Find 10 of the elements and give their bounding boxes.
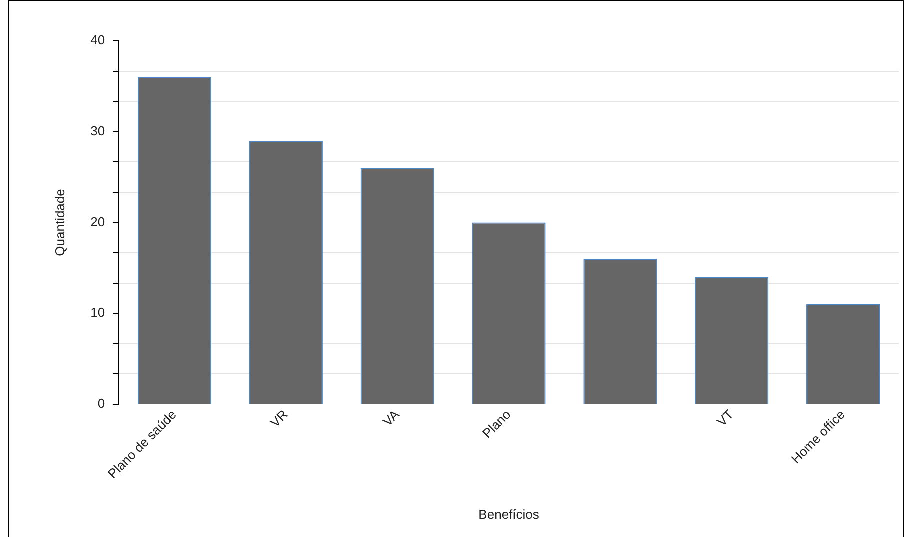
y-tick-label: 40: [90, 32, 106, 48]
y-tick-label: 10: [90, 305, 106, 320]
x-tick-label: VT: [714, 407, 737, 430]
y-axis-title: Quantidade: [52, 189, 68, 256]
x-tick-label: VR: [267, 407, 291, 430]
x-tick-label: VA: [380, 406, 402, 430]
y-tick-label: 0: [98, 396, 106, 412]
x-axis-title: Benefícios: [478, 506, 540, 522]
y-tick-label: 30: [90, 123, 106, 138]
y-tick-label: 20: [90, 214, 106, 230]
